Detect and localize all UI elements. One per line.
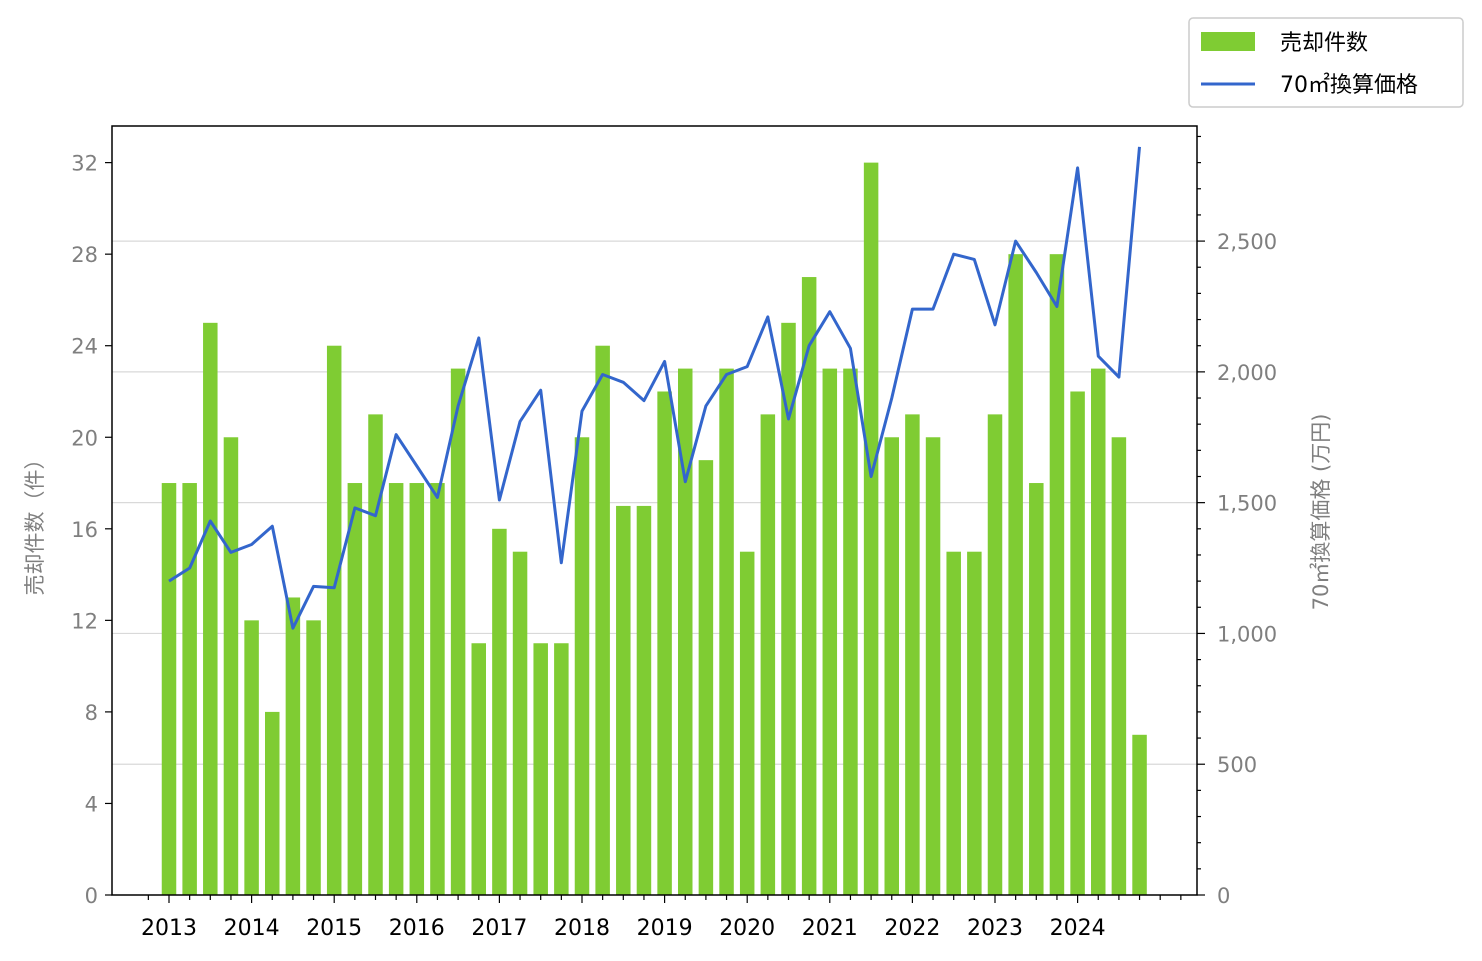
bar	[1008, 254, 1023, 895]
x-tick-label: 2016	[389, 916, 445, 941]
bar	[905, 414, 920, 895]
bar	[533, 643, 548, 895]
bar	[182, 483, 197, 895]
right-tick-label: 2,500	[1217, 230, 1277, 254]
left-tick-label: 4	[85, 792, 98, 816]
left-tick-label: 8	[85, 701, 98, 725]
right-tick-label: 1,000	[1217, 622, 1277, 646]
bar	[595, 345, 610, 895]
bar	[1132, 734, 1147, 895]
bar	[760, 414, 776, 895]
legend-label-bars: 売却件数	[1280, 31, 1368, 56]
bar	[698, 460, 714, 895]
right-tick-label: 500	[1217, 753, 1257, 777]
bar	[1070, 391, 1085, 895]
bar	[306, 620, 321, 895]
left-tick-label: 24	[71, 335, 98, 359]
bar	[265, 711, 280, 895]
bar	[512, 551, 528, 895]
bar	[285, 597, 301, 895]
bar	[636, 505, 652, 895]
legend-label-line: 70㎡換算価格	[1280, 72, 1418, 98]
bar	[368, 414, 383, 895]
left-tick-label: 16	[71, 518, 98, 542]
bar	[1091, 368, 1106, 895]
left-tick-label: 20	[71, 426, 98, 450]
bar	[223, 437, 239, 895]
bar	[1049, 254, 1065, 895]
x-tick-label: 2022	[884, 916, 940, 941]
x-tick-label: 2018	[554, 916, 610, 941]
bar	[678, 368, 693, 895]
bar	[657, 391, 672, 895]
bar	[616, 505, 631, 895]
bar	[719, 368, 734, 895]
bar	[574, 437, 590, 895]
x-tick-label: 2017	[471, 916, 527, 941]
bar	[430, 483, 445, 895]
price-line-layer	[168, 146, 1141, 630]
bar	[946, 551, 961, 895]
left-tick-label: 32	[71, 152, 98, 176]
bar	[388, 483, 404, 895]
x-tick-label: 2013	[141, 916, 197, 941]
x-tick-label: 2015	[306, 916, 362, 941]
legend-swatch-bars	[1201, 32, 1255, 51]
bar	[347, 483, 363, 895]
x-axis-ticks: 2013 2014 2015 2016 2017 2018 2019 2020 2021 2022…	[141, 895, 1182, 941]
bar	[409, 483, 425, 895]
left-axis-label: 売却件数（件）	[23, 449, 47, 596]
right-tick-label: 2,000	[1217, 361, 1277, 385]
right-tick-label: 1,500	[1217, 492, 1277, 516]
bar	[471, 643, 486, 895]
axes	[111, 125, 1198, 896]
bar	[161, 483, 177, 895]
bar	[967, 551, 982, 895]
bar	[554, 643, 569, 895]
bar	[492, 528, 507, 895]
bar	[244, 620, 259, 895]
bar	[450, 368, 466, 895]
x-tick-label: 2023	[967, 916, 1023, 941]
bar	[863, 162, 879, 896]
bar	[326, 345, 342, 895]
bar	[843, 368, 858, 895]
left-tick-label: 0	[85, 884, 98, 908]
x-tick-label: 2021	[802, 916, 858, 941]
bar	[801, 277, 817, 895]
left-axis-ticks: 0 4 8 12 16 20 24 28 32	[71, 152, 112, 908]
bar	[987, 414, 1003, 895]
right-tick-label: 0	[1217, 884, 1230, 908]
legend-frame	[1188, 17, 1464, 108]
left-tick-label: 12	[71, 609, 98, 633]
price-line	[168, 146, 1141, 630]
right-axis-ticks: 0 500 1,000 1,500 2,000 2,500	[1197, 135, 1277, 908]
bar	[884, 437, 899, 895]
bar	[203, 322, 218, 895]
x-tick-label: 2024	[1050, 916, 1106, 941]
bar	[925, 437, 941, 895]
bar	[1111, 437, 1127, 895]
legend: 売却件数 70㎡換算価格	[1188, 17, 1464, 108]
plot-frame	[111, 125, 1198, 896]
x-tick-label: 2014	[224, 916, 280, 941]
bar	[781, 322, 796, 895]
bar	[1029, 483, 1044, 895]
x-tick-label: 2020	[719, 916, 775, 941]
bar	[822, 368, 838, 895]
right-axis-label: 70㎡換算価格 (万円)	[1309, 414, 1333, 611]
bar	[739, 551, 755, 895]
left-tick-label: 28	[71, 243, 98, 267]
bars	[161, 162, 1147, 896]
x-tick-label: 2019	[637, 916, 693, 941]
